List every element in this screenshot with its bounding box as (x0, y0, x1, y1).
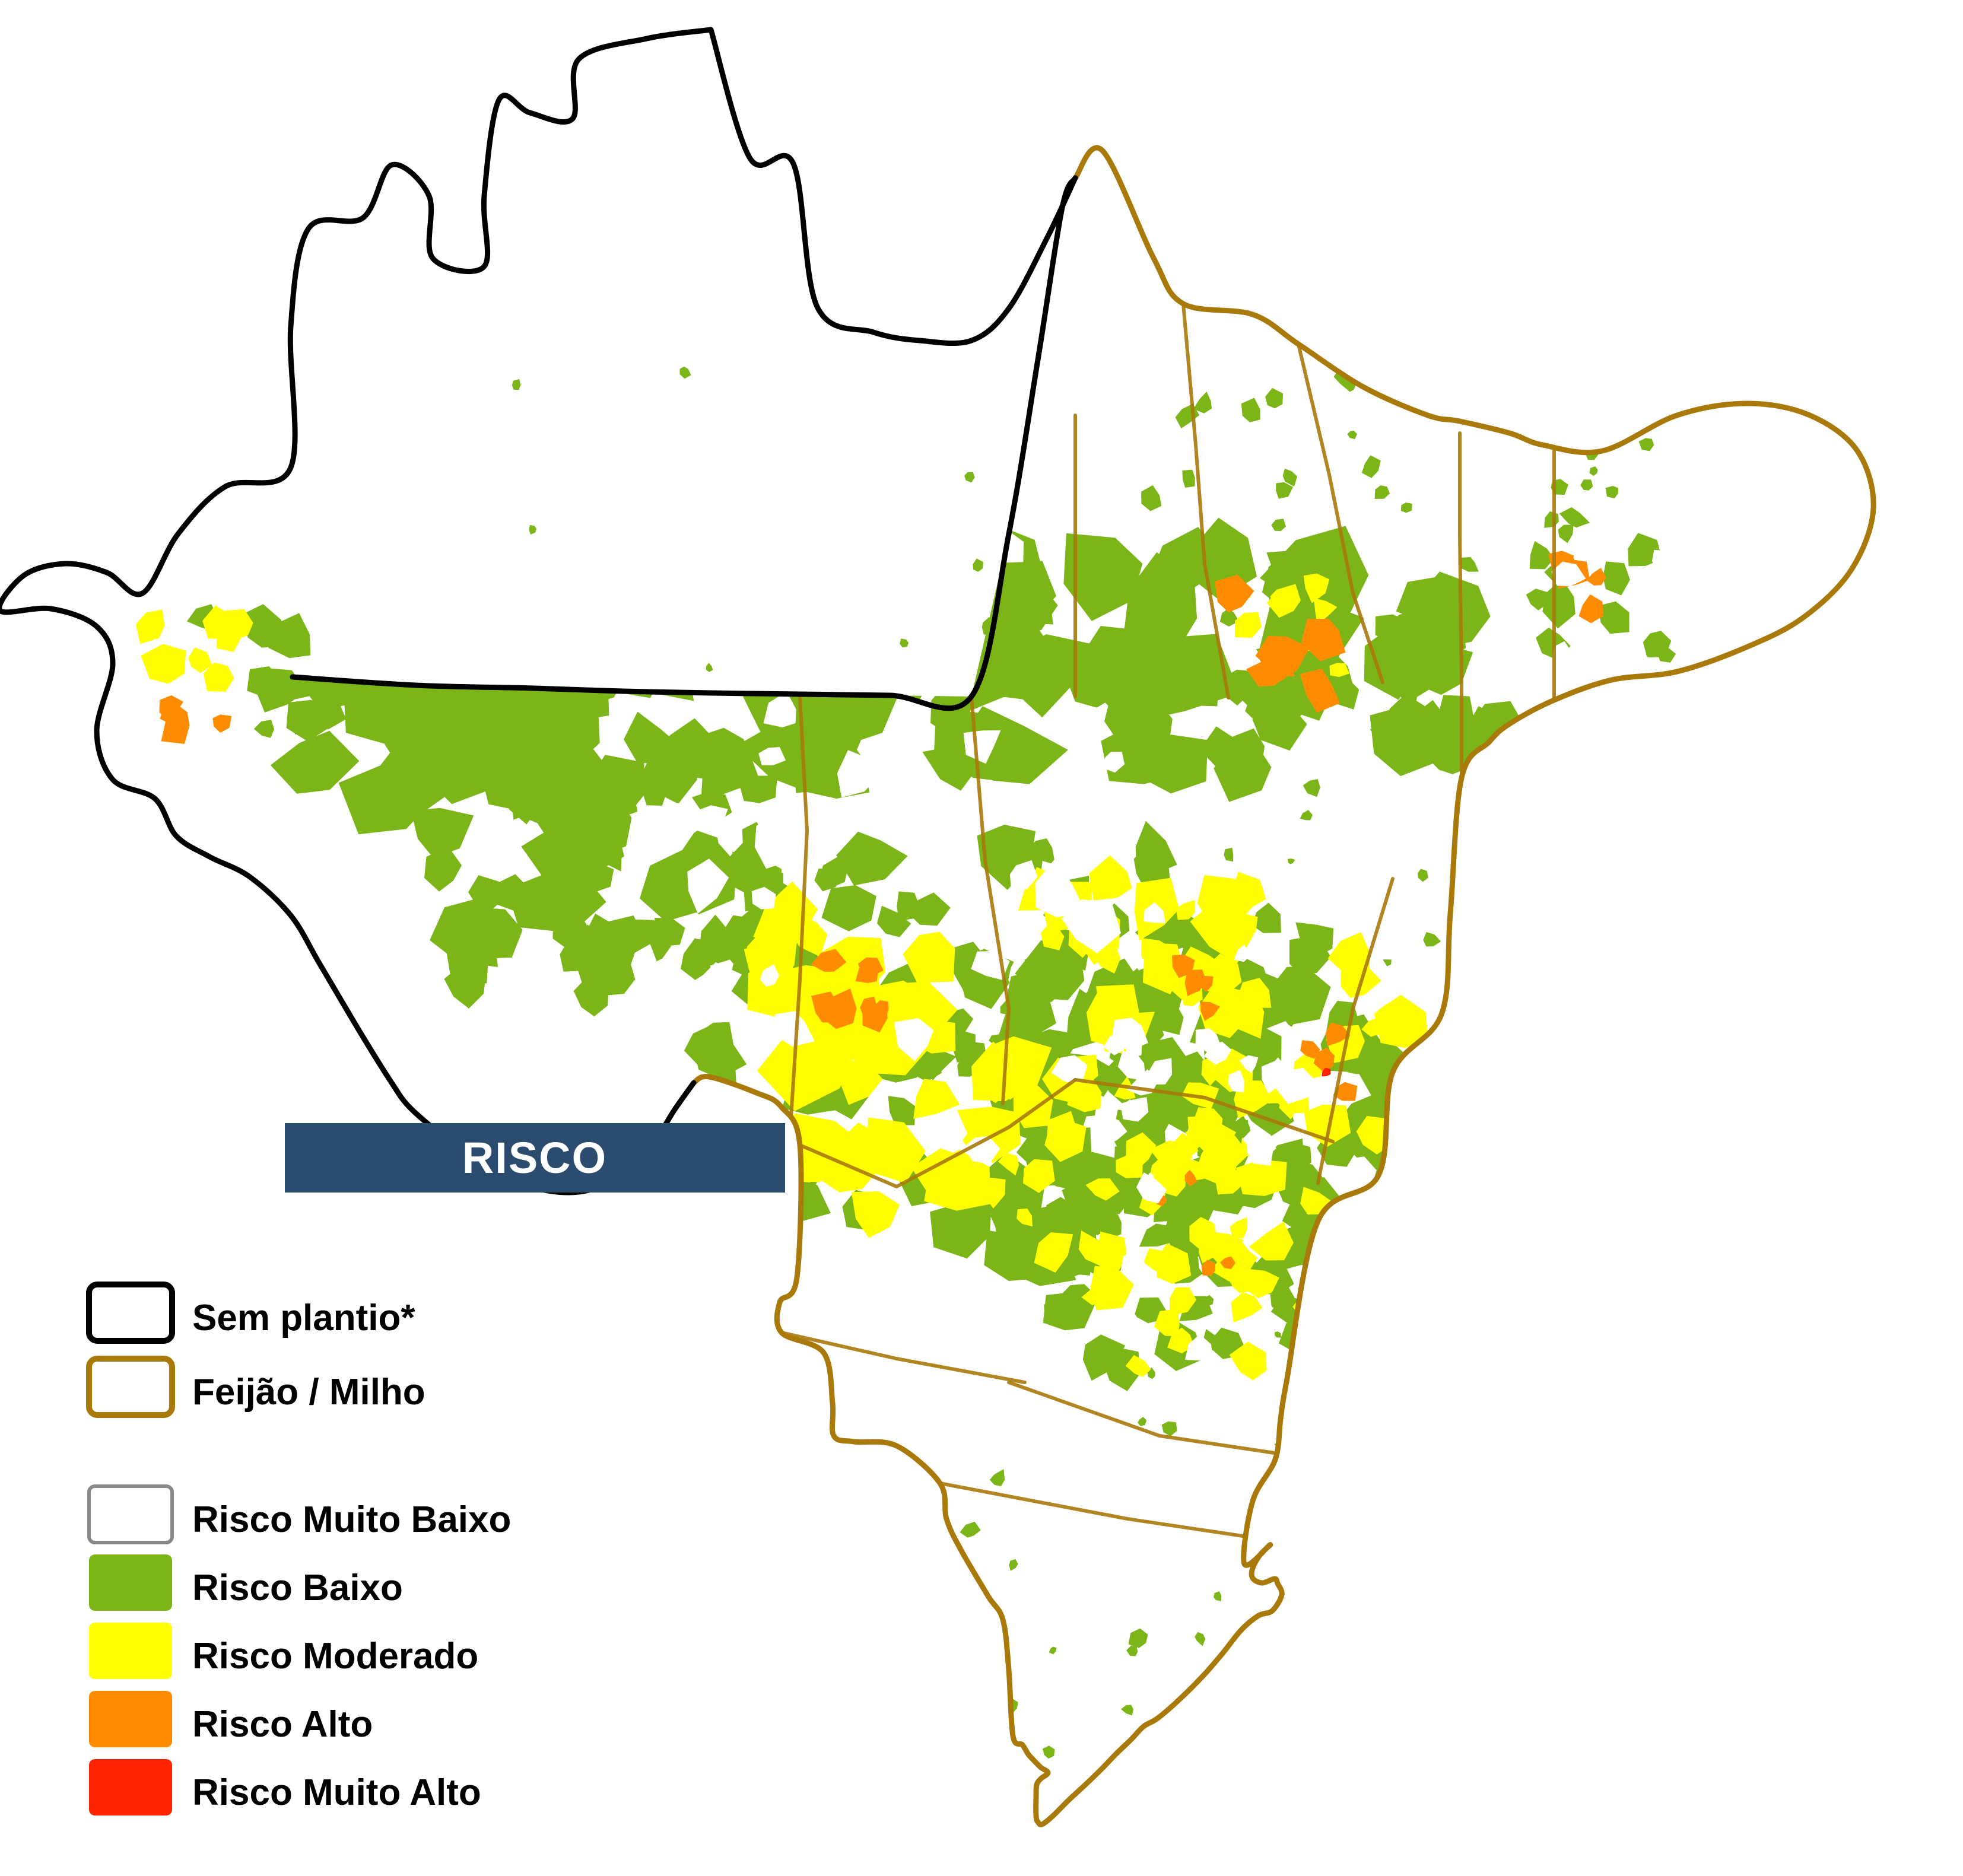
svg-text:Feijão / Milho: Feijão / Milho (192, 1372, 425, 1413)
svg-text:Risco Alto: Risco Alto (192, 1704, 373, 1745)
svg-text:Risco Muito Baixo: Risco Muito Baixo (192, 1499, 511, 1540)
svg-text:RISCO: RISCO (462, 1133, 607, 1182)
svg-text:Risco Muito Alto: Risco Muito Alto (192, 1772, 481, 1813)
svg-text:Risco Baixo: Risco Baixo (192, 1567, 403, 1608)
svg-text:Sem plantio*: Sem plantio* (192, 1298, 415, 1338)
svg-text:Risco Moderado: Risco Moderado (192, 1636, 478, 1677)
